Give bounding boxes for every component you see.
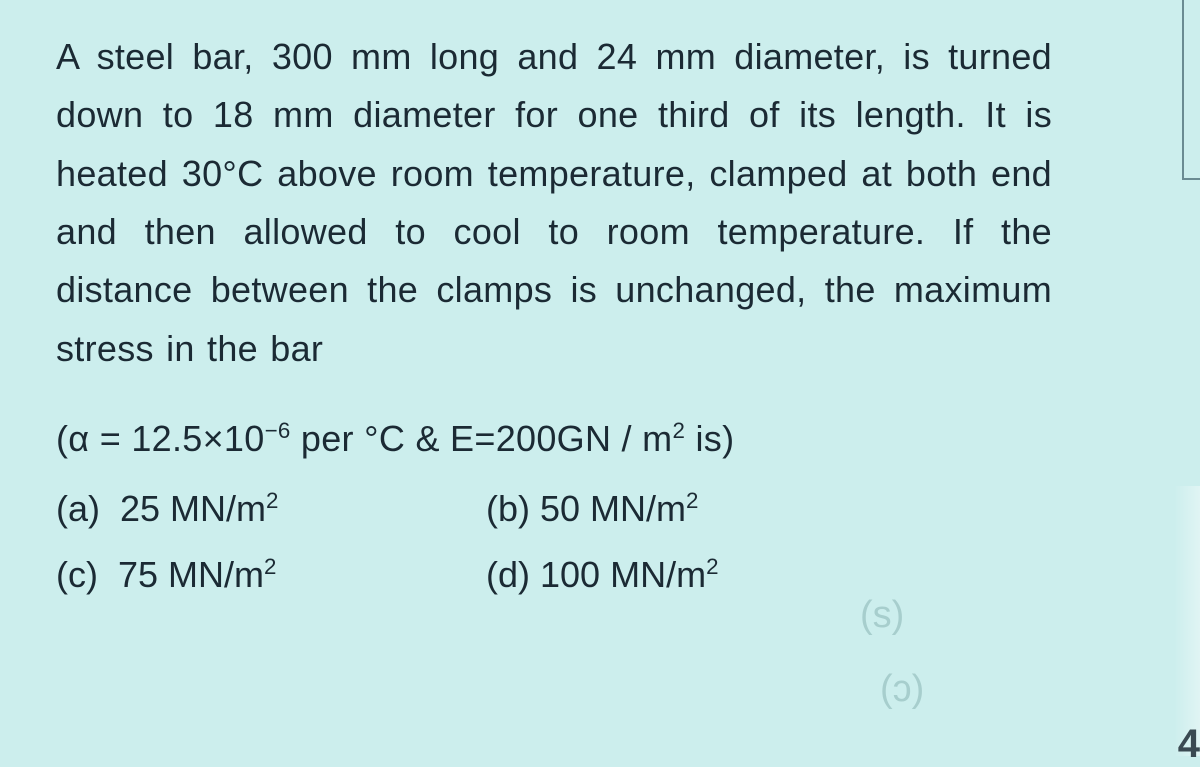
option-a-exp: 2 xyxy=(266,488,278,513)
options-row-1: (a) 25 MN/m2 (b) 50 MN/m2 xyxy=(56,488,1052,530)
option-d: (d) 100 MN/m2 xyxy=(486,554,916,596)
given-suffix: is) xyxy=(685,418,734,459)
given-prefix: (α = 12.5×10 xyxy=(56,418,265,459)
given-exponent-1: −6 xyxy=(265,418,291,443)
option-c-value: 75 MN/m xyxy=(118,554,264,595)
options-row-2: (c) 75 MN/m2 (d) 100 MN/m2 xyxy=(56,554,1052,596)
option-b-exp: 2 xyxy=(686,488,698,513)
given-parameters: (α = 12.5×10−6 per °C & E=200GN / m2 is) xyxy=(56,418,1052,460)
option-c-exp: 2 xyxy=(264,554,276,579)
option-d-exp: 2 xyxy=(706,554,718,579)
page-edge-slice xyxy=(1174,486,1200,756)
page-edge-box xyxy=(1182,0,1200,180)
option-b-label: (b) xyxy=(486,488,530,529)
option-d-value: 100 MN/m xyxy=(540,554,706,595)
option-c-label: (c) xyxy=(56,554,98,595)
option-a-label: (a) xyxy=(56,488,100,529)
options-block: (a) 25 MN/m2 (b) 50 MN/m2 (c) 75 MN/m2 (… xyxy=(56,488,1052,596)
option-d-label: (d) xyxy=(486,554,530,595)
page-edge-glyph-4: 4 xyxy=(1178,722,1200,767)
option-b: (b) 50 MN/m2 xyxy=(486,488,916,530)
bleed-through-text-o: (ɔ) xyxy=(880,668,924,711)
option-a-value: 25 MN/m xyxy=(120,488,266,529)
option-a: (a) 25 MN/m2 xyxy=(56,488,486,530)
problem-statement: A steel bar, 300 mm long and 24 mm diame… xyxy=(56,28,1052,378)
option-c: (c) 75 MN/m2 xyxy=(56,554,486,596)
given-mid: per °C & E=200GN / m xyxy=(291,418,673,459)
given-exponent-2: 2 xyxy=(672,418,685,443)
option-b-value: 50 MN/m xyxy=(540,488,686,529)
page-content: A steel bar, 300 mm long and 24 mm diame… xyxy=(0,0,1100,624)
